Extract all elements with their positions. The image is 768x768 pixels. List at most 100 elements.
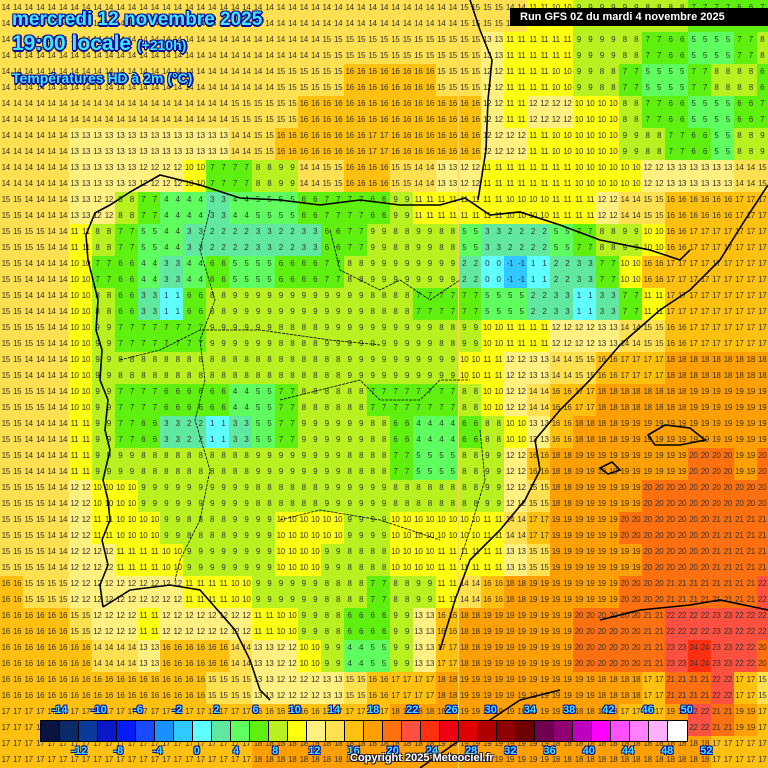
grid-value: 13: [424, 624, 436, 640]
grid-value: 15: [320, 160, 333, 176]
grid-value: 19: [481, 608, 493, 624]
grid-value: 7: [126, 224, 138, 240]
grid-value: 19: [515, 656, 528, 672]
grid-value: 7: [653, 32, 665, 48]
grid-value: 20: [710, 464, 723, 480]
grid-value: 9: [492, 464, 505, 480]
grid-value: 9: [389, 272, 402, 288]
grid-value: 14: [217, 32, 230, 48]
grid-value: 7: [183, 336, 195, 352]
grid-value: 11: [447, 560, 459, 576]
grid-value: 17: [22, 752, 35, 768]
grid-value: 13: [91, 176, 104, 192]
grid-value: 8: [355, 592, 367, 608]
grid-value: 10: [573, 112, 585, 128]
grid-value: 9: [389, 352, 402, 368]
grid-value: 8: [596, 80, 608, 96]
grid-value: 16: [366, 176, 379, 192]
grid-value: 17: [206, 736, 218, 752]
grid-value: 22: [664, 624, 677, 640]
grid-value: 16: [206, 640, 218, 656]
grid-value: 18: [412, 736, 425, 752]
grid-value: 16: [343, 64, 356, 80]
grid-value: 7: [469, 288, 482, 304]
grid-value: 18: [458, 608, 470, 624]
grid-value: 16: [676, 240, 688, 256]
grid-value: 14: [355, 0, 367, 16]
grid-value: 15: [0, 544, 12, 560]
grid-value: 17: [699, 224, 711, 240]
grid-value: 14: [561, 368, 574, 384]
grid-value: 19: [722, 416, 734, 432]
grid-value: 2: [275, 240, 287, 256]
grid-value: 9: [183, 480, 195, 496]
grid-value: 15: [11, 432, 23, 448]
grid-value: 14: [160, 0, 172, 16]
grid-value: 12: [91, 592, 104, 608]
grid-value: 4: [229, 400, 241, 416]
grid-value: 18: [699, 352, 711, 368]
grid-value: 14: [22, 112, 35, 128]
grid-value: 19: [733, 384, 746, 400]
grid-value: 14: [378, 0, 390, 16]
grid-value: 7: [171, 320, 184, 336]
grid-value: 16: [309, 96, 321, 112]
grid-value: 18: [252, 752, 264, 768]
grid-value: 19: [492, 608, 505, 624]
grid-value: 19: [561, 624, 574, 640]
grid-value: 12: [515, 464, 528, 480]
grid-value: 11: [527, 80, 539, 96]
grid-value: 4: [171, 192, 184, 208]
grid-value: 17: [240, 736, 253, 752]
grid-value: 16: [481, 592, 493, 608]
grid-value: 17: [733, 752, 746, 768]
grid-value: 14: [114, 656, 127, 672]
grid-value: 8: [447, 224, 459, 240]
grid-value: 18: [515, 576, 528, 592]
grid-value: 18: [332, 752, 344, 768]
grid-value: 10: [401, 560, 413, 576]
grid-value: 7: [733, 32, 746, 48]
grid-value: 10: [481, 320, 493, 336]
grid-value: 14: [34, 112, 46, 128]
grid-value: 15: [286, 96, 299, 112]
grid-value: 16: [389, 80, 402, 96]
grid-value: 15: [0, 496, 12, 512]
grid-value: 10: [584, 128, 597, 144]
grid-value: 6: [378, 624, 390, 640]
grid-value: 13: [481, 48, 493, 64]
grid-value: 14: [240, 144, 253, 160]
grid-value: 20: [710, 496, 723, 512]
grid-value: 22: [733, 624, 746, 640]
grid-value: 14: [217, 16, 230, 32]
grid-value: 11: [504, 80, 516, 96]
grid-value: 13: [412, 640, 425, 656]
grid-value: 5: [275, 192, 287, 208]
grid-value: 18: [653, 736, 665, 752]
grid-value: 16: [596, 352, 608, 368]
legend-swatch: [41, 721, 60, 741]
grid-value: 17: [733, 272, 746, 288]
grid-value: 10: [469, 512, 482, 528]
grid-value: 18: [607, 384, 619, 400]
grid-value: 5: [286, 192, 299, 208]
grid-value: 6: [687, 128, 700, 144]
grid-value: 14: [57, 304, 69, 320]
grid-value: 8: [229, 448, 241, 464]
grid-value: 8: [343, 544, 356, 560]
grid-value: 19: [561, 560, 574, 576]
grid-value: 16: [332, 128, 344, 144]
grid-value: 15: [320, 80, 333, 96]
grid-value: 15: [286, 112, 299, 128]
grid-value: 10: [298, 512, 310, 528]
grid-value: 15: [22, 496, 35, 512]
grid-value: 11: [573, 192, 585, 208]
grid-value: 19: [584, 576, 597, 592]
grid-value: 14: [447, 16, 459, 32]
grid-value: 18: [607, 704, 619, 720]
grid-value: 8: [114, 368, 127, 384]
grid-value: 4: [194, 208, 207, 224]
grid-value: 16: [57, 640, 69, 656]
grid-value: 16: [412, 80, 425, 96]
grid-value: 11: [538, 176, 551, 192]
